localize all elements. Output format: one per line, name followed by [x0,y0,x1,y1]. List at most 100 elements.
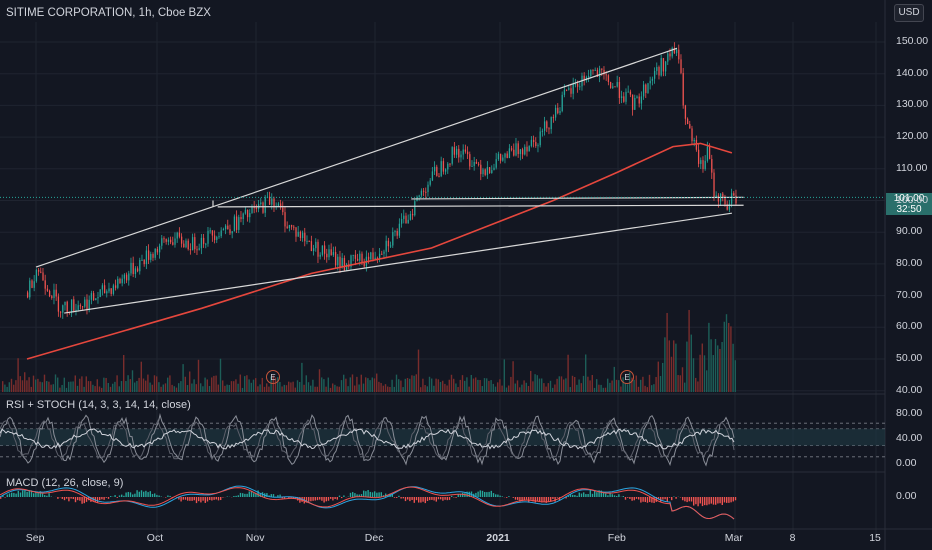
volume-bar [178,383,180,392]
candle [251,206,253,214]
earnings-marker-nov[interactable]: E [266,370,280,384]
volume-bar [490,380,492,392]
volume-bar [52,384,54,392]
volume-bar [158,382,160,392]
volume-bar [525,382,527,392]
volume-bar [61,384,63,392]
volume-bar [277,377,279,392]
candle [515,143,517,156]
volume-bar [510,376,512,392]
volume-bar [252,379,255,392]
volume-bar [734,360,736,392]
volume-bar [428,376,431,392]
volume-bar [292,381,294,392]
candle [680,59,682,73]
candle [385,240,387,252]
volume-bar [567,354,569,392]
candle [59,311,62,313]
candle [172,242,174,245]
candle [651,78,654,81]
volume-bar [437,379,439,392]
currency-button[interactable]: USD [894,4,924,22]
candle [396,231,398,236]
candle [310,241,313,252]
macd-histogram-bar [616,496,618,497]
volume-bar [422,378,424,392]
candle [702,160,704,170]
macd-histogram-bar [28,490,30,497]
volume-bar [123,355,125,392]
candle [405,215,407,224]
macd-histogram-bar [481,490,484,497]
candle [433,166,436,172]
volume-bar [296,380,299,392]
symbol-title[interactable]: SITIME CORPORATION, 1h, Cboe BZX [6,7,211,19]
macd-histogram-bar [730,497,732,503]
candle [645,84,647,93]
candle [304,232,306,242]
macd-histogram-bar [624,497,627,500]
volume-bar [523,380,525,392]
earnings-marker-feb[interactable]: E [620,370,634,384]
macd-histogram-bar [466,491,468,497]
candle [411,213,414,216]
candle [695,139,698,150]
candle [218,236,220,238]
candle [244,209,247,214]
volume-bar [105,377,107,392]
macd-histogram-bar [257,490,259,497]
macd-signal-line [0,486,735,520]
volume-bar [461,375,464,392]
candle [75,309,77,311]
candle [398,223,401,236]
macd-histogram-bar [237,495,239,497]
macd-histogram-bar [609,492,611,497]
volume-bar [701,343,703,392]
candle [132,262,134,275]
candle [477,163,480,165]
volume-bar [479,380,481,392]
macd-histogram-bar [99,497,101,500]
volume-bar [508,385,510,392]
macd-histogram-bar [376,492,378,497]
volume-bar [703,355,706,392]
volume-bar [169,375,171,392]
volume-bar [655,377,657,392]
macd-histogram-bar [433,497,435,501]
volume-bar [697,381,699,392]
candle [583,75,585,81]
volume-bar [189,371,191,392]
volume-bar [530,370,532,392]
volume-bar [26,380,28,392]
macd-histogram-bar [365,491,367,497]
macd-histogram-bar [488,491,490,497]
macd-histogram-bar [323,497,325,503]
macd-histogram-bar [642,497,644,502]
macd-histogram-bar [250,491,253,497]
candle [55,289,57,297]
macd-histogram-bar [195,497,198,504]
rsi-indicator-label[interactable]: RSI + STOCH (14, 3, 3, 14, 14, close) [6,399,191,411]
candle [603,69,605,75]
volume-bar [633,379,635,392]
macd-histogram-bar [704,497,706,506]
candle [638,96,640,104]
macd-histogram-bar [440,497,442,500]
macd-histogram-bar [127,491,129,497]
volume-bar [486,378,488,392]
volume-bar [609,382,611,392]
candle [99,289,101,298]
volume-bar [68,381,70,392]
macd-histogram-bar [242,493,244,497]
candle [528,146,530,152]
candle [262,202,264,213]
macd-histogram-bar [554,497,556,502]
candle [469,154,471,167]
candle [618,82,621,98]
rsi-axis-tick: 80.00 [896,407,923,419]
volume-bars [2,309,736,392]
volume-bar [200,383,202,392]
candle [629,91,632,95]
macd-indicator-label[interactable]: MACD (12, 26, close, 9) [6,477,124,489]
